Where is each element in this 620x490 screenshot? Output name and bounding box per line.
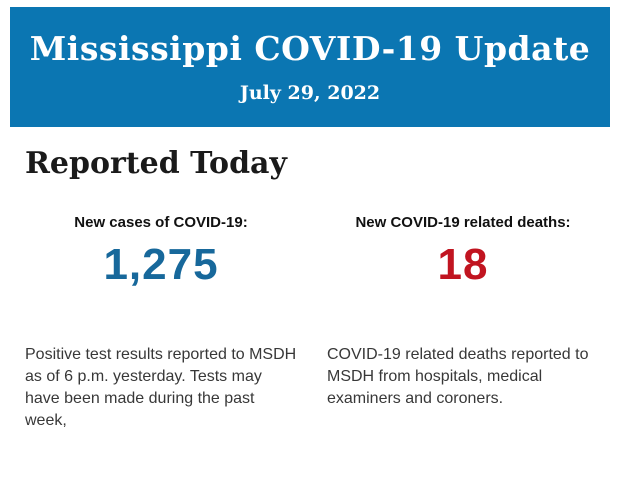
- stat-new-cases: New cases of COVID-19: 1,275 Positive te…: [25, 213, 297, 432]
- new-cases-value: 1,275: [103, 239, 219, 289]
- section-heading-reported-today: Reported Today: [25, 146, 287, 181]
- stat-new-deaths: New COVID-19 related deaths: 18 COVID-19…: [327, 213, 599, 432]
- new-deaths-label: New COVID-19 related deaths:: [355, 213, 571, 231]
- new-cases-label: New cases of COVID-19:: [74, 213, 248, 231]
- new-deaths-value: 18: [437, 239, 489, 289]
- page-title: Mississippi COVID-19 Update: [29, 28, 591, 68]
- new-cases-description: Positive test results reported to MSDH a…: [25, 345, 297, 429]
- stats-grid: New cases of COVID-19: 1,275 Positive te…: [25, 213, 599, 432]
- header-banner: Mississippi COVID-19 Update July 29, 202…: [10, 7, 610, 127]
- new-deaths-description: COVID-19 related deaths reported to MSDH…: [327, 345, 589, 407]
- report-date: July 29, 2022: [239, 81, 381, 104]
